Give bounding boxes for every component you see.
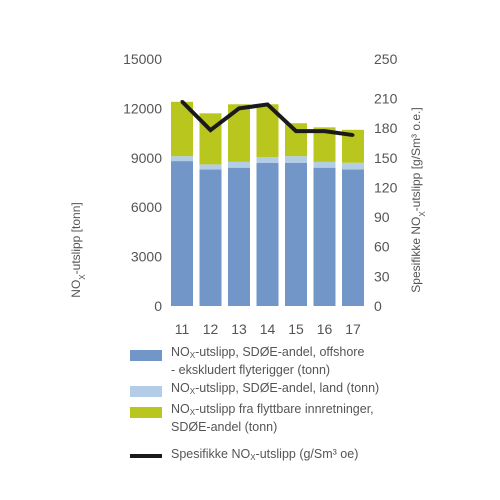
- left-tick-label: 0: [154, 298, 162, 314]
- left-tick-label: 12000: [123, 100, 162, 116]
- left-axis-title: NOX-utslipp [tonn]: [69, 202, 87, 297]
- right-tick-label: 180: [374, 120, 398, 136]
- bar-segment-16-s1: [313, 161, 336, 168]
- right-tick-label: 150: [374, 150, 398, 166]
- bar-segment-13-s2: [228, 104, 250, 162]
- bar-segment-13-s1: [228, 161, 250, 168]
- left-tick-label: 15000: [123, 51, 162, 67]
- bar-segment-11-s2: [171, 101, 193, 157]
- legend: NOX-utslipp, SDØE-andel, offshore - eksk…: [130, 345, 490, 468]
- bar-segment-15-s2: [285, 123, 307, 157]
- line-point-12: [209, 128, 212, 132]
- x-tick-label: 15: [288, 321, 304, 337]
- line-point-15: [294, 129, 298, 133]
- x-axis-ticks: 11 12 13 14 15 16 17: [175, 321, 361, 337]
- legend-label-mobile-line2: SDØE-andel (tonn): [171, 420, 278, 434]
- right-tick-label: 0: [374, 298, 382, 314]
- bar-segment-17-s2: [342, 129, 364, 163]
- x-tick-label: 17: [345, 321, 361, 337]
- bar-segment-17-s0: [342, 169, 364, 306]
- left-tick-label: 6000: [131, 199, 162, 215]
- bar-segment-14-s2: [256, 104, 279, 157]
- right-tick-label: 90: [374, 209, 390, 225]
- left-tick-label: 9000: [131, 150, 162, 166]
- legend-label-land: NOX-utslipp, SDØE-andel, land (tonn): [171, 381, 380, 396]
- x-tick-label: 16: [317, 321, 333, 337]
- right-tick-label: 30: [374, 268, 390, 284]
- line-point-16: [323, 129, 326, 133]
- line-point-17: [351, 133, 355, 137]
- legend-label-offshore: NOX-utslipp, SDØE-andel, offshore: [171, 345, 365, 360]
- bar-segment-17-s1: [342, 162, 364, 170]
- right-axis-ticks: 0 30 60 90 120 150 180 210 250: [374, 51, 398, 314]
- x-tick-label: 12: [203, 321, 219, 337]
- legend-swatch-offshore: [130, 350, 162, 361]
- bar-segment-13-s0: [228, 167, 250, 306]
- bars-group: [171, 101, 364, 306]
- legend-label-mobile: NOX-utslipp fra flyttbare innretninger,: [171, 402, 374, 417]
- legend-swatch-mobile: [130, 407, 162, 418]
- x-tick-label: 11: [175, 321, 190, 337]
- right-axis-title: Spesifikke NOX-utslipp [g/Sm³ o.e.]: [409, 107, 427, 292]
- left-tick-label: 3000: [131, 249, 162, 265]
- legend-swatch-specific: [130, 454, 162, 458]
- right-tick-label: 210: [374, 91, 398, 107]
- legend-label-specific: Spesifikke NOX-utslipp (g/Sm³ oe): [171, 447, 359, 462]
- bar-segment-16-s2: [313, 127, 336, 162]
- legend-item-offshore: NOX-utslipp, SDØE-andel, offshore - eksk…: [130, 345, 490, 378]
- bar-segment-12-s0: [199, 169, 222, 306]
- legend-item-mobile: NOX-utslipp fra flyttbare innretninger, …: [130, 402, 490, 435]
- legend-item-land: NOX-utslipp, SDØE-andel, land (tonn): [130, 381, 490, 399]
- x-tick-label: 14: [260, 321, 276, 337]
- right-tick-label: 120: [374, 179, 398, 195]
- line-point-14: [266, 102, 269, 106]
- bar-segment-12-s1: [199, 164, 222, 170]
- left-axis-ticks: 0 3000 6000 9000 12000 15000: [123, 51, 162, 314]
- right-tick-label: 250: [374, 51, 398, 67]
- bar-segment-15-s0: [285, 162, 307, 306]
- bar-segment-14-s1: [256, 156, 279, 163]
- bar-segment-15-s1: [285, 156, 307, 163]
- bar-segment-11-s0: [171, 161, 193, 306]
- legend-swatch-land: [130, 386, 162, 397]
- legend-label-offshore-line2: - ekskludert flyterigger (tonn): [171, 363, 331, 377]
- right-tick-label: 60: [374, 239, 390, 255]
- bar-segment-14-s0: [256, 162, 279, 306]
- line-point-13: [237, 106, 241, 110]
- bar-segment-16-s0: [313, 167, 336, 306]
- line-group: [180, 99, 355, 138]
- bar-segment-11-s1: [171, 156, 193, 162]
- x-tick-label: 13: [231, 321, 247, 337]
- line-point-11: [180, 99, 184, 103]
- legend-item-specific: Spesifikke NOX-utslipp (g/Sm³ oe): [130, 447, 490, 465]
